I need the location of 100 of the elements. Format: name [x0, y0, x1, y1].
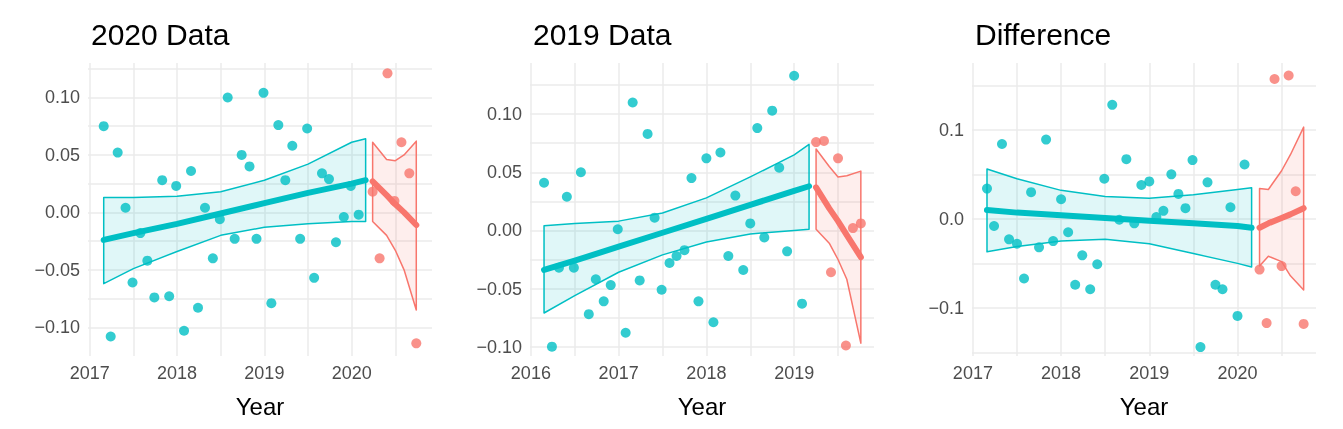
- point: [745, 218, 756, 229]
- point: [1077, 250, 1088, 261]
- point: [1225, 202, 1236, 213]
- point: [157, 175, 168, 186]
- point: [738, 264, 749, 275]
- point: [112, 147, 123, 158]
- point: [1114, 214, 1125, 225]
- x-axis-title: Year: [235, 392, 285, 420]
- point: [338, 211, 349, 222]
- y-tick-label: 0.00: [486, 220, 522, 241]
- point: [193, 302, 204, 313]
- point: [1048, 236, 1059, 247]
- point: [98, 121, 109, 132]
- y-tick-label: 0.1: [938, 119, 964, 140]
- point: [1041, 134, 1052, 145]
- point: [1144, 176, 1155, 187]
- y-tick-label: −0.05: [34, 259, 80, 280]
- point: [620, 327, 631, 338]
- chart-title: 2019 Data: [533, 17, 672, 51]
- chart-title: Difference: [975, 17, 1112, 51]
- point: [634, 275, 645, 286]
- point: [1261, 318, 1272, 329]
- point: [833, 153, 844, 164]
- point: [411, 338, 422, 349]
- y-tick-label: 0.10: [486, 104, 522, 125]
- point: [656, 284, 667, 295]
- point: [627, 97, 638, 108]
- point: [222, 92, 233, 103]
- point: [840, 340, 851, 351]
- point: [266, 298, 277, 309]
- point: [164, 291, 175, 302]
- point: [561, 191, 572, 202]
- point: [295, 233, 306, 244]
- x-tick-label: 2019: [774, 363, 815, 383]
- point: [642, 128, 653, 139]
- point: [583, 309, 594, 320]
- point: [1092, 259, 1103, 270]
- point: [1298, 318, 1309, 329]
- y-tick-label: 0.05: [486, 162, 522, 183]
- point: [389, 195, 400, 206]
- point: [142, 255, 153, 266]
- point: [1107, 99, 1118, 110]
- chart-title: 2020 Data: [91, 17, 230, 51]
- point: [273, 120, 284, 131]
- point: [679, 245, 690, 256]
- point: [989, 220, 1000, 231]
- x-tick-label: 2018: [686, 363, 727, 383]
- x-axis-title: Year: [677, 392, 727, 420]
- point: [1063, 227, 1074, 238]
- y-tick-label: 0.10: [44, 87, 80, 108]
- point: [818, 135, 829, 146]
- point: [546, 341, 557, 352]
- point: [598, 296, 609, 307]
- point: [280, 175, 291, 186]
- x-axis-title: Year: [1119, 392, 1169, 420]
- point: [323, 174, 334, 185]
- point: [855, 218, 866, 229]
- point: [236, 149, 247, 160]
- point: [752, 123, 763, 134]
- point: [1026, 187, 1037, 198]
- point: [1085, 284, 1096, 295]
- x-tick-label: 2020: [1217, 363, 1258, 383]
- y-tick-label: −0.10: [476, 336, 522, 357]
- point: [1180, 203, 1191, 214]
- point: [759, 232, 770, 243]
- point: [767, 105, 778, 116]
- point: [590, 274, 601, 285]
- point: [120, 202, 131, 213]
- x-tick-label: 2017: [952, 363, 993, 383]
- point: [207, 253, 218, 264]
- point: [135, 228, 146, 239]
- point: [1210, 279, 1221, 290]
- point: [229, 233, 240, 244]
- y-tick-label: 0.0: [938, 208, 964, 229]
- point: [404, 168, 415, 179]
- point: [367, 186, 378, 197]
- point: [1269, 74, 1280, 85]
- x-tick-label: 2017: [598, 363, 639, 383]
- point: [774, 162, 785, 173]
- point: [179, 325, 190, 336]
- x-tick-label: 2018: [1041, 363, 1082, 383]
- point: [1011, 238, 1022, 249]
- point: [287, 140, 298, 151]
- point: [1166, 169, 1177, 180]
- x-tick-label: 2019: [244, 363, 285, 383]
- point: [171, 180, 182, 191]
- point: [1070, 279, 1081, 290]
- point: [708, 317, 719, 328]
- point: [1034, 242, 1045, 253]
- point: [686, 173, 697, 184]
- point: [612, 224, 623, 235]
- point: [1290, 186, 1301, 197]
- point: [1121, 154, 1132, 165]
- point: [723, 251, 734, 262]
- point: [826, 267, 836, 278]
- point: [1254, 264, 1265, 275]
- point: [105, 331, 116, 342]
- x-tick-label: 2018: [157, 363, 198, 383]
- point: [317, 168, 327, 179]
- y-tick-label: −0.10: [34, 317, 80, 338]
